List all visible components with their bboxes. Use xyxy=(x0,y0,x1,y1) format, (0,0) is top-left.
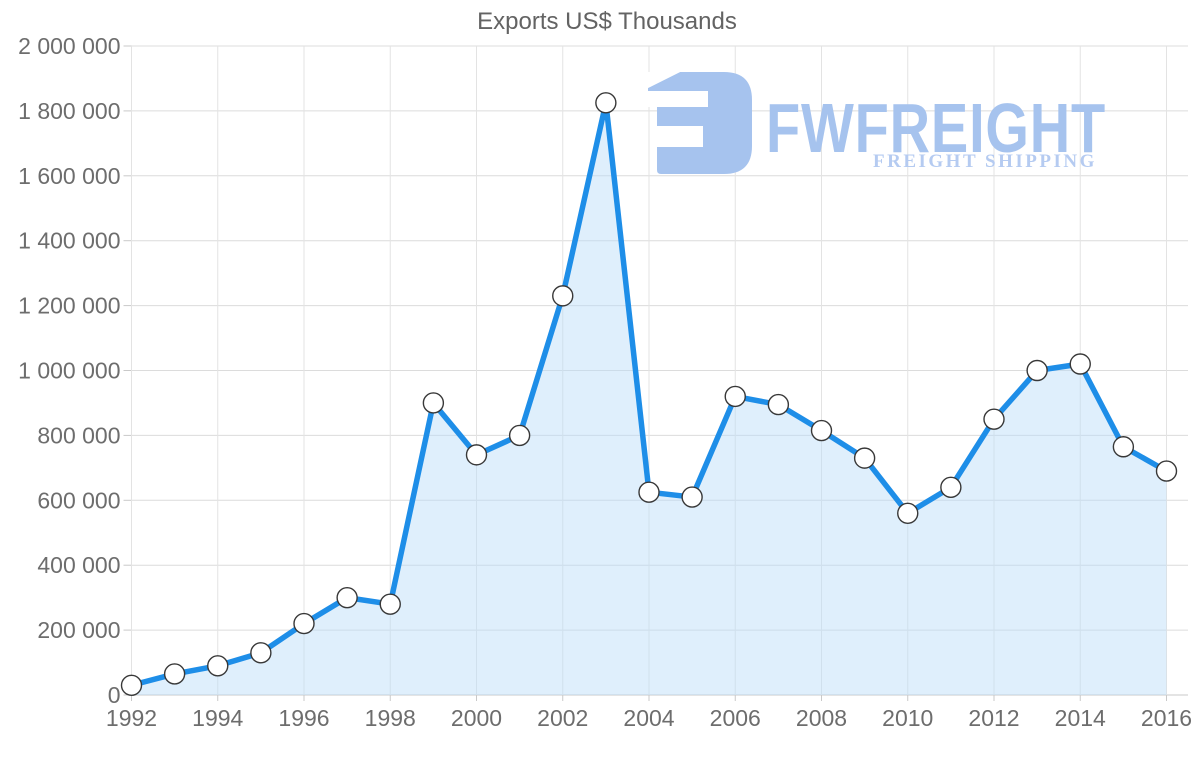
data-point-2007[interactable] xyxy=(767,393,790,416)
x-axis-label: 1994 xyxy=(192,705,243,731)
data-point-1997[interactable] xyxy=(336,586,358,609)
y-axis-label: 1 400 000 xyxy=(18,228,120,254)
x-axis-label: 2008 xyxy=(796,705,847,731)
data-point-2010[interactable] xyxy=(897,502,919,524)
data-point-2001[interactable] xyxy=(508,424,531,447)
x-axis-label: 1998 xyxy=(365,705,416,731)
x-axis-label: 1996 xyxy=(278,705,329,731)
x-axis-label: 2002 xyxy=(537,705,588,731)
chart-title: Exports US$ Thousands xyxy=(477,8,737,35)
x-axis-label: 2006 xyxy=(710,705,761,731)
y-axis-label: 200 000 xyxy=(37,617,120,643)
x-axis-label: 2016 xyxy=(1141,705,1192,731)
data-point-2016[interactable] xyxy=(1155,460,1178,482)
data-point-2015[interactable] xyxy=(1112,436,1135,458)
y-axis-label: 1 200 000 xyxy=(18,293,120,319)
data-point-2009[interactable] xyxy=(853,447,876,469)
y-axis-label: 1 800 000 xyxy=(18,98,120,124)
data-point-2014[interactable] xyxy=(1069,353,1091,375)
x-axis-label: 2004 xyxy=(623,705,674,731)
y-axis-label: 0 xyxy=(108,682,121,708)
y-axis-label: 2 000 000 xyxy=(18,33,120,59)
data-point-1992[interactable] xyxy=(120,674,143,696)
data-point-2005[interactable] xyxy=(681,486,703,508)
data-point-2006[interactable] xyxy=(724,385,746,408)
y-axis-label: 400 000 xyxy=(37,552,120,578)
data-point-1993[interactable] xyxy=(163,663,186,685)
data-point-1998[interactable] xyxy=(379,593,401,615)
data-point-2012[interactable] xyxy=(983,408,1005,430)
y-axis-label: 600 000 xyxy=(37,487,120,513)
area-fill xyxy=(131,102,1167,696)
data-point-1996[interactable] xyxy=(293,612,315,635)
data-point-2013[interactable] xyxy=(1026,359,1048,382)
x-axis-label: 2010 xyxy=(882,705,933,731)
x-axis-label: 2000 xyxy=(451,705,502,731)
y-axis-label: 1 000 000 xyxy=(18,358,120,384)
y-axis-label: 800 000 xyxy=(37,422,120,448)
y-axis-label: 1 600 000 xyxy=(18,163,120,189)
data-point-2002[interactable] xyxy=(552,285,574,307)
data-point-2003[interactable] xyxy=(595,92,617,114)
data-point-2004[interactable] xyxy=(638,481,660,503)
x-axis-label: 1992 xyxy=(106,705,157,731)
data-point-1994[interactable] xyxy=(207,655,229,677)
x-axis-label: 2012 xyxy=(968,705,1019,731)
data-point-1999[interactable] xyxy=(422,392,445,414)
data-point-2011[interactable] xyxy=(940,476,962,499)
data-point-2008[interactable] xyxy=(810,419,833,442)
data-point-2000[interactable] xyxy=(465,444,488,466)
data-point-1995[interactable] xyxy=(250,642,272,664)
x-axis-label: 2014 xyxy=(1055,705,1106,731)
